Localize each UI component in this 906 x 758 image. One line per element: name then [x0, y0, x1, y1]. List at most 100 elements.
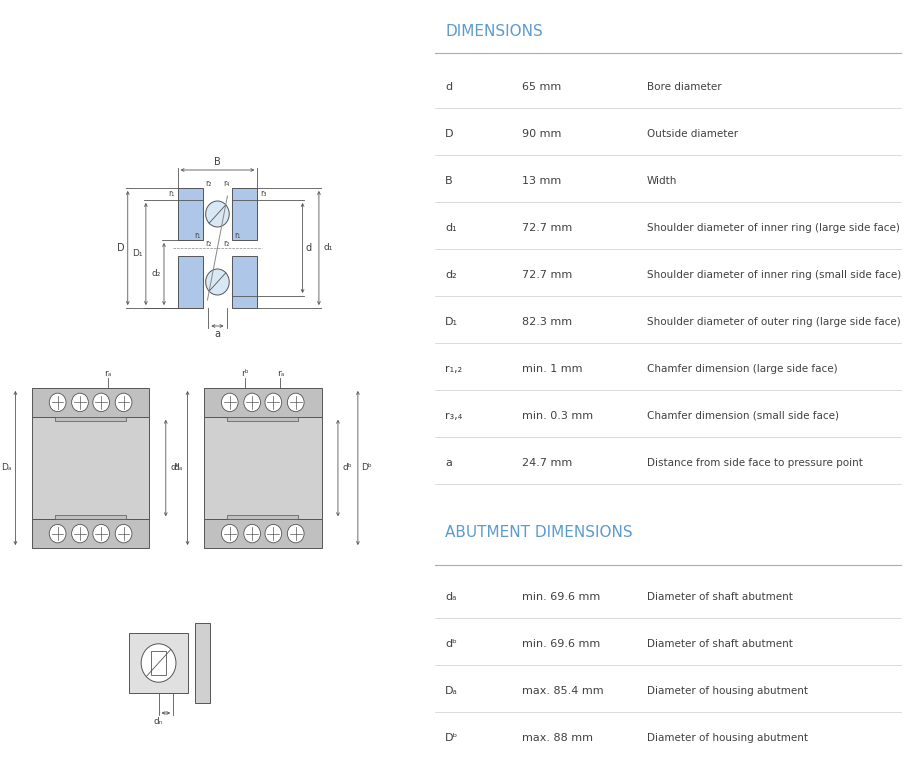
Bar [178, 256, 203, 308]
Text: min. 1 mm: min. 1 mm [522, 364, 583, 374]
Circle shape [287, 393, 304, 412]
Bar [55, 417, 126, 421]
Text: rᵇ: rᵇ [241, 369, 249, 378]
Text: rₐ: rₐ [104, 369, 112, 378]
Circle shape [72, 525, 89, 543]
Text: Dₐ: Dₐ [1, 463, 12, 472]
Bar [32, 417, 149, 519]
Text: Dₐ: Dₐ [445, 686, 458, 696]
Text: Dᵇ: Dᵇ [361, 463, 372, 472]
Text: Shoulder diameter of inner ring (small side face): Shoulder diameter of inner ring (small s… [647, 270, 901, 280]
Circle shape [206, 201, 229, 227]
Circle shape [72, 393, 89, 412]
Circle shape [115, 525, 132, 543]
Text: Distance from side face to pressure point: Distance from side face to pressure poin… [647, 458, 863, 468]
Text: Diameter of housing abutment: Diameter of housing abutment [647, 686, 808, 696]
Circle shape [115, 393, 132, 412]
Bar [232, 188, 257, 240]
Text: d₁: d₁ [445, 223, 457, 233]
Text: r₄: r₄ [223, 178, 229, 187]
Circle shape [244, 525, 261, 543]
Bar [227, 417, 298, 421]
Circle shape [92, 393, 110, 412]
Text: Dᵇ: Dᵇ [445, 733, 458, 743]
Circle shape [265, 393, 282, 412]
Text: r₃: r₃ [260, 190, 266, 199]
Circle shape [244, 393, 261, 412]
Text: a: a [445, 458, 452, 468]
Text: D₁: D₁ [132, 249, 143, 258]
Bar [32, 519, 149, 548]
Text: Shoulder diameter of inner ring (large side face): Shoulder diameter of inner ring (large s… [647, 223, 900, 233]
Text: dₙ: dₙ [154, 718, 163, 726]
Text: d: d [306, 243, 312, 253]
Text: dᵇ: dᵇ [445, 639, 457, 649]
Text: r₁,₂: r₁,₂ [445, 364, 462, 374]
Circle shape [49, 393, 66, 412]
Circle shape [92, 525, 110, 543]
Text: r₁: r₁ [194, 231, 200, 240]
Text: dᵇ: dᵇ [342, 463, 352, 472]
Text: D₁: D₁ [445, 317, 458, 327]
Bar [196, 623, 210, 703]
Text: Chamfer dimension (small side face): Chamfer dimension (small side face) [647, 411, 839, 421]
Bar [227, 515, 298, 519]
Text: r₂: r₂ [206, 178, 212, 187]
Bar [55, 515, 126, 519]
Text: Bore diameter: Bore diameter [647, 82, 721, 92]
Text: B: B [445, 176, 453, 186]
Text: Diameter of shaft abutment: Diameter of shaft abutment [647, 639, 793, 649]
Text: max. 85.4 mm: max. 85.4 mm [522, 686, 603, 696]
Bar [232, 256, 257, 308]
Text: max. 88 mm: max. 88 mm [522, 733, 593, 743]
Text: r₁: r₁ [169, 190, 175, 199]
Text: 65 mm: 65 mm [522, 82, 561, 92]
Text: r₂: r₂ [223, 239, 229, 248]
Text: min. 0.3 mm: min. 0.3 mm [522, 411, 593, 421]
Text: 24.7 mm: 24.7 mm [522, 458, 572, 468]
Text: rₐ: rₐ [276, 369, 284, 378]
Text: Diameter of housing abutment: Diameter of housing abutment [647, 733, 808, 743]
Text: d₂: d₂ [151, 270, 160, 278]
Text: 82.3 mm: 82.3 mm [522, 317, 572, 327]
Text: min. 69.6 mm: min. 69.6 mm [522, 639, 600, 649]
Text: ABUTMENT DIMENSIONS: ABUTMENT DIMENSIONS [445, 525, 632, 540]
Text: a: a [215, 329, 220, 339]
Bar [32, 388, 149, 417]
Bar [204, 388, 322, 417]
Circle shape [221, 393, 238, 412]
Text: dₐ: dₐ [174, 463, 183, 472]
Text: d₁: d₁ [323, 243, 333, 252]
Circle shape [49, 525, 66, 543]
Bar [204, 519, 322, 548]
Text: 72.7 mm: 72.7 mm [522, 223, 572, 233]
Text: dᵇ: dᵇ [170, 463, 179, 472]
Text: B: B [214, 157, 221, 167]
Text: Width: Width [647, 176, 677, 186]
Bar [178, 188, 203, 240]
Bar [151, 651, 166, 675]
Text: r₂: r₂ [206, 239, 212, 248]
Text: 13 mm: 13 mm [522, 176, 561, 186]
Text: Chamfer dimension (large side face): Chamfer dimension (large side face) [647, 364, 837, 374]
Circle shape [265, 525, 282, 543]
Circle shape [141, 644, 176, 682]
Bar [129, 633, 188, 693]
Text: r₃,₄: r₃,₄ [445, 411, 462, 421]
Text: Diameter of shaft abutment: Diameter of shaft abutment [647, 592, 793, 602]
Text: DIMENSIONS: DIMENSIONS [445, 24, 543, 39]
Text: 72.7 mm: 72.7 mm [522, 270, 572, 280]
Circle shape [221, 525, 238, 543]
Text: 90 mm: 90 mm [522, 129, 561, 139]
Text: min. 69.6 mm: min. 69.6 mm [522, 592, 600, 602]
Text: Shoulder diameter of outer ring (large side face): Shoulder diameter of outer ring (large s… [647, 317, 901, 327]
Text: Outside diameter: Outside diameter [647, 129, 737, 139]
Text: d: d [445, 82, 452, 92]
Text: r₁: r₁ [235, 231, 241, 240]
Circle shape [287, 525, 304, 543]
Circle shape [206, 269, 229, 295]
Bar [204, 417, 322, 519]
Text: D: D [445, 129, 454, 139]
Text: dₐ: dₐ [445, 592, 457, 602]
Text: d₂: d₂ [445, 270, 457, 280]
